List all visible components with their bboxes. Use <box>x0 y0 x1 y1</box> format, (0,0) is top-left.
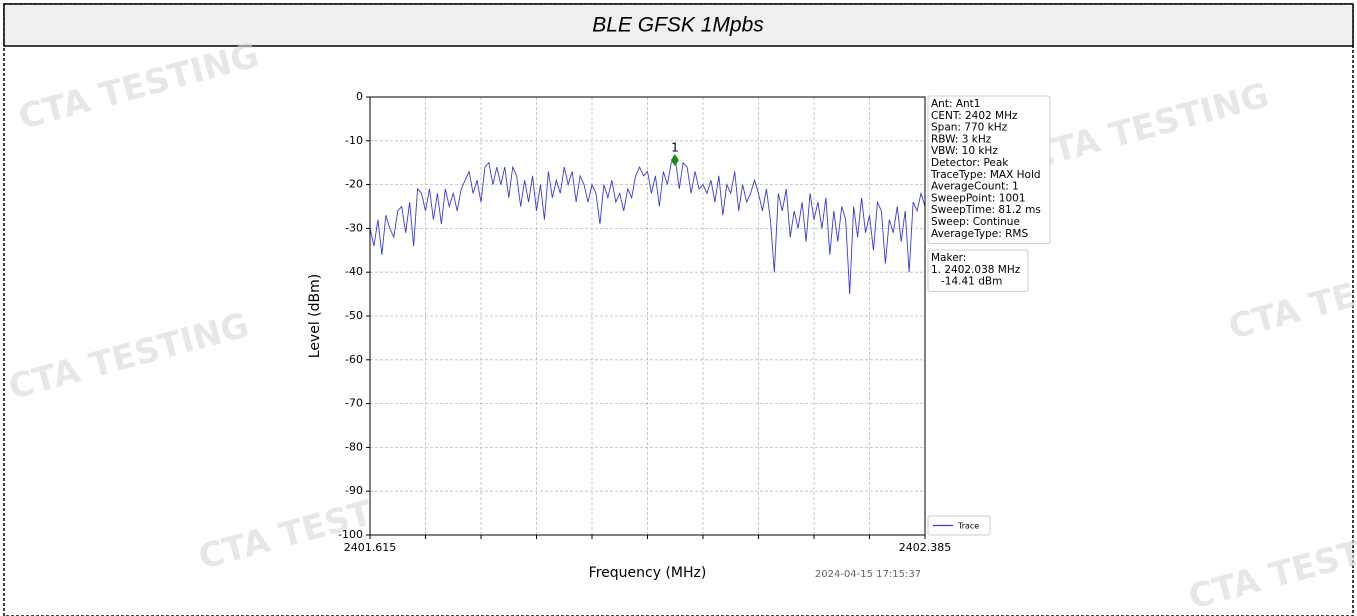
y-tick-label: -30 <box>345 221 363 234</box>
marker-box-line: Maker: <box>931 252 966 264</box>
y-tick-label: 0 <box>356 90 363 103</box>
y-tick-label: -70 <box>345 397 363 410</box>
header <box>3 3 1354 47</box>
plot-border <box>369 96 926 536</box>
chart-title: BLE GFSK 1Mpbs <box>592 14 764 37</box>
y-axis-label: Level (dBm) <box>307 274 323 358</box>
watermark: CTA TESTING <box>1024 75 1273 178</box>
y-tick-label: -10 <box>345 134 363 147</box>
info-box-line: CENT: 2402 MHz <box>931 110 1018 122</box>
watermark: CTA TESTING <box>14 35 263 138</box>
frame <box>3 3 1354 616</box>
info-box-line: AverageCount: 1 <box>931 181 1019 193</box>
info-box-line: AverageType: RMS <box>931 228 1028 240</box>
y-tick-label: -40 <box>345 265 363 278</box>
watermark: CTA TESTING <box>4 305 253 408</box>
legend-box <box>927 515 991 536</box>
info-box-line: SweepPoint: 1001 <box>931 192 1026 204</box>
marker-box <box>927 249 1029 292</box>
y-tick-label: -80 <box>345 440 363 453</box>
y-tick-label: -20 <box>345 178 363 191</box>
marker-box-line: 1. 2402.038 MHz <box>931 264 1021 276</box>
info-box-line: Sweep: Continue <box>931 216 1020 228</box>
info-box-line: SweepTime: 81.2 ms <box>931 204 1041 216</box>
y-tick-label: -90 <box>345 484 363 497</box>
watermark: CTA TESTING <box>1224 245 1357 348</box>
legend-label: Trace <box>957 522 979 531</box>
y-tick-label: -50 <box>345 309 363 322</box>
legend: Trace <box>927 515 991 536</box>
info-box-line: VBW: 10 kHz <box>931 145 998 157</box>
info-box-line: TraceType: MAX Hold <box>930 169 1041 181</box>
marker <box>670 154 679 167</box>
info-box-line: RBW: 3 kHz <box>931 133 992 145</box>
y-tick-label: -100 <box>338 528 363 541</box>
info-box-line: Detector: Peak <box>931 157 1009 169</box>
y-tick-label: -60 <box>345 353 363 366</box>
x-tick-label: 2401.615 <box>344 541 397 554</box>
info-box-line: Ant: Ant1 <box>931 98 980 110</box>
x-tick-label: 2402.385 <box>899 541 952 554</box>
info-box-line: Span: 770 kHz <box>931 122 1008 134</box>
watermark: CTA TESTING <box>1184 515 1357 616</box>
trace-line <box>369 157 926 295</box>
x-axis-label: Frequency (MHz) <box>589 565 707 581</box>
marker-label: 1 <box>671 141 679 155</box>
marker-box-line: -14.41 dBm <box>931 276 1002 288</box>
timestamp: 2024-04-15 17:15:37 <box>815 569 921 580</box>
info-box <box>927 95 1051 245</box>
